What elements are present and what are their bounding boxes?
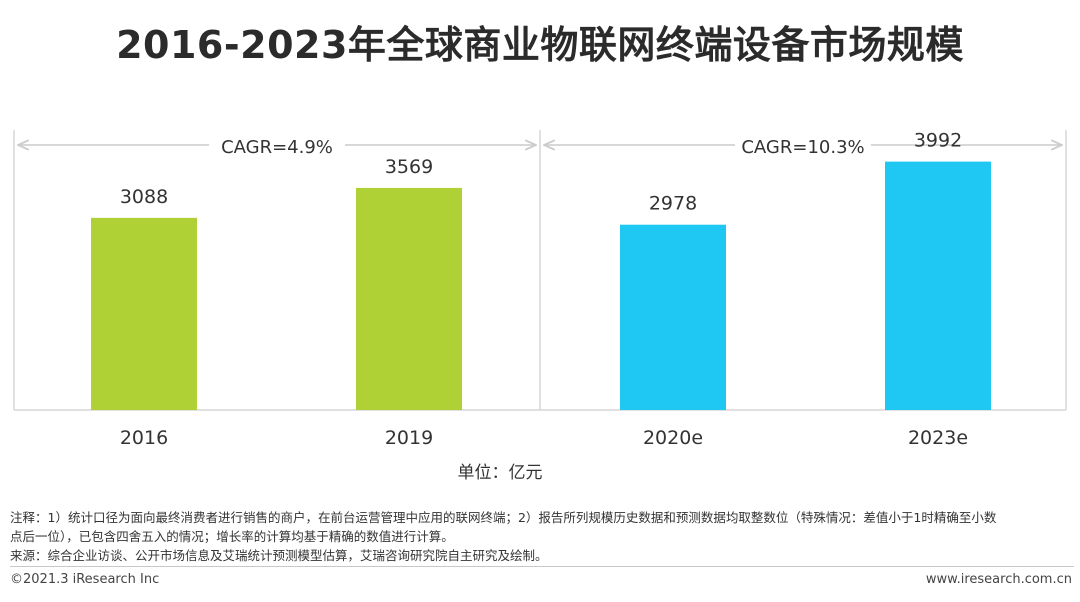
bar-2019 (356, 187, 462, 410)
bar-2016 (91, 217, 197, 410)
tick-label-2016: 2016 (120, 427, 168, 449)
copyright-text: ©2021.3 iResearch Inc (10, 572, 160, 587)
bar-2020e (620, 224, 726, 410)
value-label-2023e: 3992 (914, 130, 962, 152)
cagr-label-bg-0 (209, 132, 345, 158)
tick-label-2023e: 2023e (908, 427, 968, 449)
tick-label-2019: 2019 (385, 427, 433, 449)
note-line-1: 注释：1）统计口径为面向最终消费者进行销售的商户，在前台运营管理中应用的联网终端… (10, 510, 997, 525)
unit-label: 单位：亿元 (458, 463, 543, 483)
note-line-2: 点后一位），已包含四舍五入的情况；增长率的计算均基于精确的数值进行计算。 (10, 529, 454, 544)
bar-2023e (885, 161, 991, 410)
website-text: www.iresearch.com.cn (925, 572, 1072, 587)
cagr-label-1: CAGR=10.3% (741, 137, 864, 158)
chart-notes: 注释：1）统计口径为面向最终消费者进行销售的商户，在前台运营管理中应用的联网终端… (10, 508, 1070, 565)
footer-divider (10, 566, 1074, 567)
cagr-label-0: CAGR=4.9% (221, 137, 333, 158)
bar-chart: CAGR=4.9% CAGR=10.3% 3088 3569 2978 3992 201… (13, 130, 1067, 483)
source-line: 来源：综合企业访谈、公开市场信息及艾瑞统计预测模型估算，艾瑞咨询研究院自主研究及… (10, 548, 548, 563)
page-title: 2016-2023年全球商业物联网终端设备市场规模 (116, 23, 964, 67)
value-label-2019: 3569 (385, 156, 433, 178)
value-label-2016: 3088 (120, 186, 168, 208)
cagr-label-bg-1 (735, 132, 871, 158)
tick-label-2020e: 2020e (643, 427, 703, 449)
value-label-2020e: 2978 (649, 193, 697, 215)
